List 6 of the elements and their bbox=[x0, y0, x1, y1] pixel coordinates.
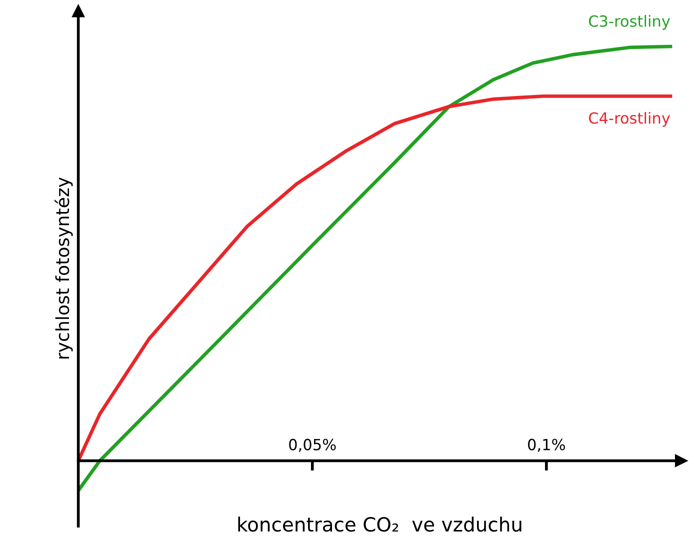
x-axis-title: koncentrace CO₂ ve vzduchu bbox=[238, 516, 522, 532]
x-tick-label: 0,1% bbox=[528, 438, 565, 452]
series-label: C3-rostliny bbox=[588, 15, 670, 30]
series-label: C4-rostliny bbox=[588, 112, 670, 127]
x-tick-label: 0,05% bbox=[289, 438, 336, 452]
y-axis-title: rychlost fotosyntézy bbox=[54, 177, 73, 358]
